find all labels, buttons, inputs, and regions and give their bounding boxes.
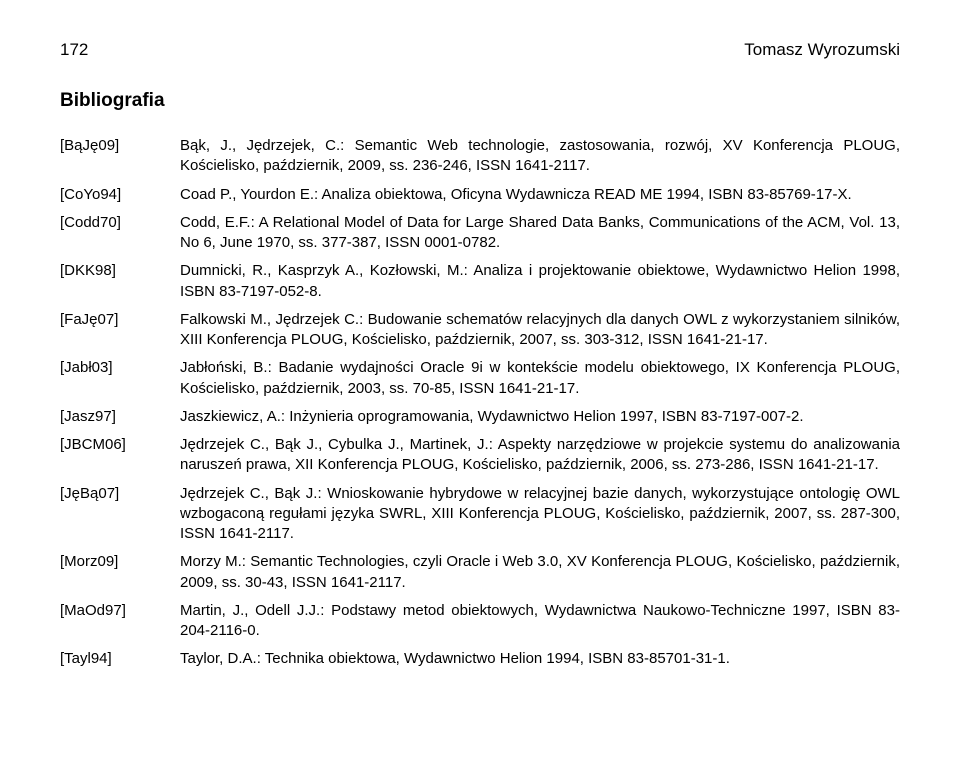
bib-entry: [Tayl94]Taylor, D.A.: Technika obiektowa…: [60, 649, 900, 669]
bibliography-list: [BąJę09]Bąk, J., Jędrzejek, C.: Semantic…: [60, 136, 900, 670]
bib-key: [CoYo94]: [60, 185, 180, 205]
bib-key: [Morz09]: [60, 552, 180, 593]
bib-key: [MaOd97]: [60, 601, 180, 642]
header-author: Tomasz Wyrozumski: [744, 40, 900, 60]
bib-text: Martin, J., Odell J.J.: Podstawy metod o…: [180, 601, 900, 642]
bib-key: [Jabł03]: [60, 358, 180, 399]
section-title: Bibliografia: [60, 90, 900, 112]
bib-text: Dumnicki, R., Kasprzyk A., Kozłowski, M.…: [180, 261, 900, 302]
bib-text: Jabłoński, B.: Badanie wydajności Oracle…: [180, 358, 900, 399]
bib-text: Codd, E.F.: A Relational Model of Data f…: [180, 213, 900, 254]
bib-text: Jędrzejek C., Bąk J.: Wnioskowanie hybry…: [180, 484, 900, 545]
bib-key: [DKK98]: [60, 261, 180, 302]
bib-text: Coad P., Yourdon E.: Analiza obiektowa, …: [180, 185, 900, 205]
page-header: 172 Tomasz Wyrozumski: [60, 40, 900, 60]
bib-text: Jaszkiewicz, A.: Inżynieria oprogramowan…: [180, 407, 900, 427]
bib-entry: [Jasz97]Jaszkiewicz, A.: Inżynieria opro…: [60, 407, 900, 427]
bib-text: Bąk, J., Jędrzejek, C.: Semantic Web tec…: [180, 136, 900, 177]
bib-key: [Codd70]: [60, 213, 180, 254]
bib-key: [JęBą07]: [60, 484, 180, 545]
bib-entry: [JęBą07]Jędrzejek C., Bąk J.: Wnioskowan…: [60, 484, 900, 545]
bib-entry: [Codd70]Codd, E.F.: A Relational Model o…: [60, 213, 900, 254]
bib-entry: [MaOd97]Martin, J., Odell J.J.: Podstawy…: [60, 601, 900, 642]
bib-entry: [DKK98]Dumnicki, R., Kasprzyk A., Kozłow…: [60, 261, 900, 302]
bib-entry: [CoYo94]Coad P., Yourdon E.: Analiza obi…: [60, 185, 900, 205]
bib-entry: [FaJę07]Falkowski M., Jędrzejek C.: Budo…: [60, 310, 900, 351]
bib-key: [Tayl94]: [60, 649, 180, 669]
bib-text: Jędrzejek C., Bąk J., Cybulka J., Martin…: [180, 435, 900, 476]
bib-key: [JBCM06]: [60, 435, 180, 476]
bib-text: Falkowski M., Jędrzejek C.: Budowanie sc…: [180, 310, 900, 351]
bib-entry: [Morz09]Morzy M.: Semantic Technologies,…: [60, 552, 900, 593]
bib-text: Morzy M.: Semantic Technologies, czyli O…: [180, 552, 900, 593]
bib-key: [BąJę09]: [60, 136, 180, 177]
bib-text: Taylor, D.A.: Technika obiektowa, Wydawn…: [180, 649, 900, 669]
bib-key: [FaJę07]: [60, 310, 180, 351]
page-number: 172: [60, 40, 88, 60]
bib-entry: [BąJę09]Bąk, J., Jędrzejek, C.: Semantic…: [60, 136, 900, 177]
bib-entry: [Jabł03]Jabłoński, B.: Badanie wydajnośc…: [60, 358, 900, 399]
bib-entry: [JBCM06]Jędrzejek C., Bąk J., Cybulka J.…: [60, 435, 900, 476]
bib-key: [Jasz97]: [60, 407, 180, 427]
